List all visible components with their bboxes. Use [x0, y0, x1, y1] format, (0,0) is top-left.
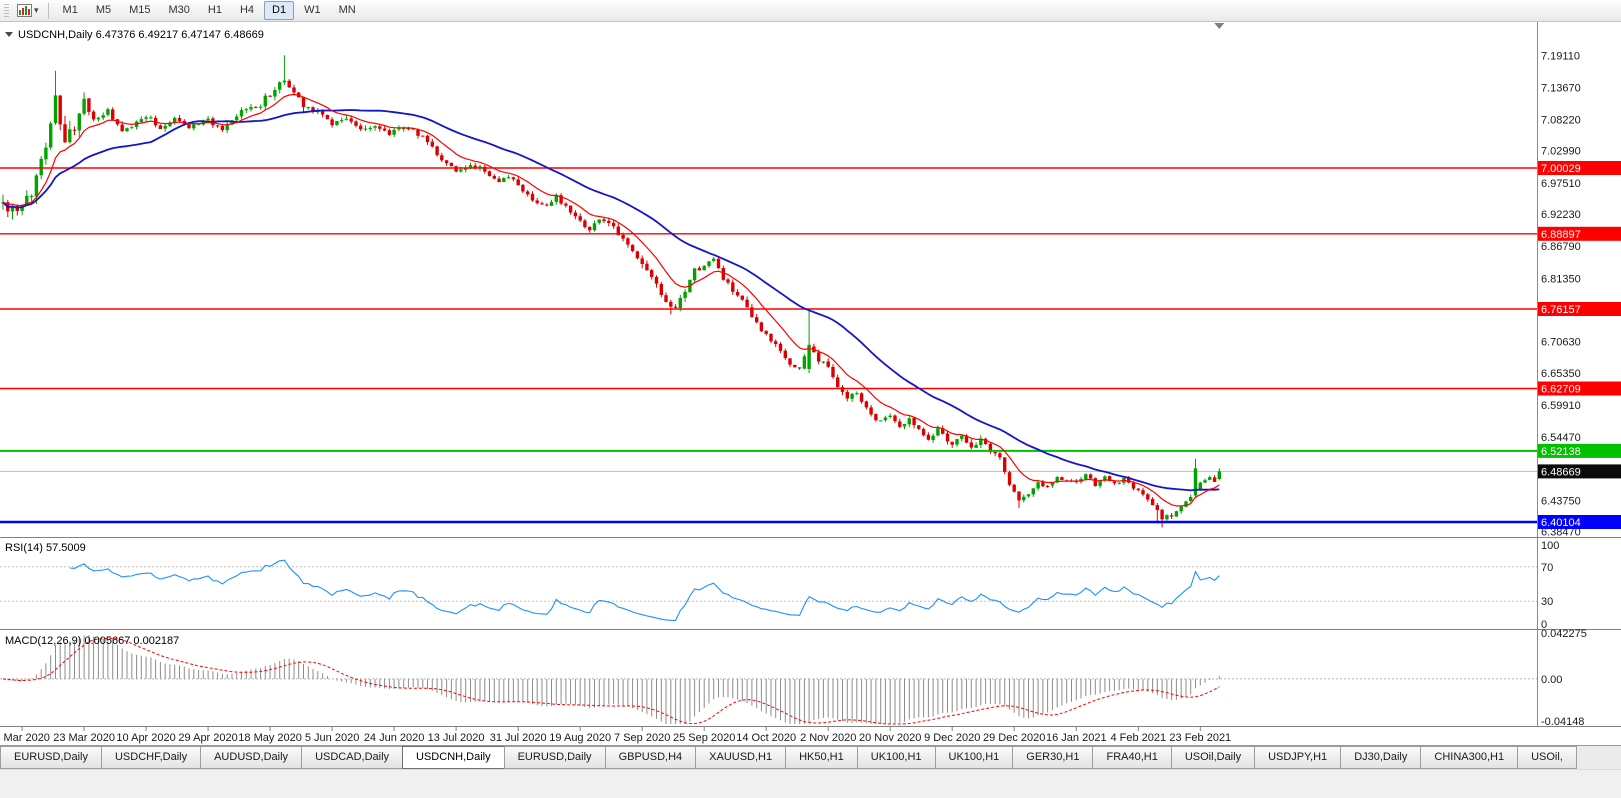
macd-axis-label: 0.042275	[1541, 628, 1587, 640]
time-axis-label: 4 Feb 2021	[1110, 732, 1166, 744]
chart-area[interactable]: USDCNH,Daily 6.47376 6.49217 6.47147 6.4…	[0, 22, 1621, 745]
chart-tab-hk50-h1[interactable]: HK50,H1	[785, 746, 858, 769]
macd-signal-line	[2, 637, 1220, 725]
chart-tabs: EURUSD,Daily USDCHF,Daily AUDUSD,Daily USDC…	[0, 745, 1621, 769]
timeframe-button-m1[interactable]: M1	[62, 4, 78, 16]
timeframe-button-d1[interactable]: D1	[264, 1, 295, 20]
price-chart[interactable]: USDCNH,Daily 6.47376 6.49217 6.47147 6.4…	[0, 22, 1621, 745]
time-axis-label: 20 Nov 2020	[859, 732, 921, 744]
rsi-label: RSI(14) 57.5009	[5, 542, 86, 554]
chart-tab-xauusd-h1[interactable]: XAUUSD,H1	[695, 746, 787, 769]
chart-tab-usoil[interactable]: USOil,	[1517, 746, 1577, 769]
rsi-line	[69, 559, 1220, 621]
time-axis-label: 9 Dec 2020	[924, 732, 980, 744]
price-level-label: 6.40104	[1541, 517, 1581, 529]
time-axis-label: 7 Sep 2020	[614, 732, 670, 744]
price-axis-label: 6.65350	[1541, 368, 1581, 380]
macd-axis-label: -0.04148	[1541, 716, 1584, 728]
price-axis-label: 6.59910	[1541, 400, 1581, 412]
price-axis-label: 7.13670	[1541, 82, 1581, 94]
time-axis-label: 18 May 2020	[238, 732, 302, 744]
chart-tab-eurusd-daily[interactable]: EURUSD,Daily	[0, 746, 102, 769]
chart-tab-usdcad-daily[interactable]: USDCAD,Daily	[301, 746, 404, 769]
time-axis-label: 5 Jun 2020	[305, 732, 359, 744]
chart-tab-gbpusd-h4[interactable]: GBPUSD,H4	[604, 746, 697, 769]
timeframe-button-h4[interactable]: H4	[239, 4, 255, 16]
price-level-label: 7.00029	[1541, 163, 1581, 175]
price-axis-label: 6.92230	[1541, 209, 1581, 221]
chevron-down-icon: ▾	[34, 5, 39, 15]
price-level-label: 6.88897	[1541, 229, 1581, 241]
price-axis-label: 6.81350	[1541, 273, 1581, 285]
price-level-label: 6.52138	[1541, 446, 1581, 458]
time-axis-label: 10 Apr 2020	[116, 732, 175, 744]
chart-tab-usdchf-daily[interactable]: USDCHF,Daily	[100, 746, 202, 769]
price-axis-label: 7.02990	[1541, 146, 1581, 158]
price-axis-label: 6.43750	[1541, 496, 1581, 508]
chart-tab-china300-h1[interactable]: CHINA300,H1	[1420, 746, 1519, 769]
chart-window-icon[interactable]: ▾	[13, 2, 43, 19]
time-axis-label: 16 Jan 2021	[1046, 732, 1107, 744]
price-axis-label: 6.70630	[1541, 337, 1581, 349]
toolbar-separator	[47, 2, 49, 19]
chart-title: USDCNH,Daily 6.47376 6.49217 6.47147 6.4…	[18, 29, 264, 41]
chart-tab-eurusd-daily[interactable]: EURUSD,Daily	[503, 746, 606, 769]
ma-slow-line	[2, 109, 1220, 492]
price-axis-label: 6.38470	[1541, 527, 1581, 539]
price-level-label: 6.62709	[1541, 384, 1581, 396]
chart-tab-uk100-h1[interactable]: UK100,H1	[934, 746, 1014, 769]
timeframe-button-mn[interactable]: MN	[338, 4, 356, 16]
time-axis-label: 31 Jul 2020	[490, 732, 547, 744]
time-axis-label: 29 Dec 2020	[983, 732, 1045, 744]
ohlc-toggle-icon	[5, 32, 13, 37]
macd-histogram	[7, 635, 1220, 724]
macd-label: MACD(12,26,9) 0.005667 0.002187	[5, 635, 179, 647]
candlestick-chart-icon	[17, 4, 32, 17]
chart-shift-marker	[1214, 23, 1225, 29]
chart-tab-usdcnh-daily[interactable]: USDCNH,Daily	[402, 746, 505, 769]
timeframe-button-h1[interactable]: H1	[207, 4, 222, 16]
chart-tab-usoil-daily[interactable]: USOil,Daily	[1170, 746, 1256, 769]
time-axis-label: 4 Mar 2020	[0, 732, 50, 744]
time-axis-label: 23 Feb 2021	[1169, 732, 1231, 744]
price-axis-label: 6.97510	[1541, 178, 1581, 190]
rsi-axis-label: 0	[1541, 619, 1547, 631]
chart-tab-dj30-daily[interactable]: DJ30,Daily	[1340, 746, 1422, 769]
price-axis-label: 6.86790	[1541, 241, 1581, 253]
rsi-axis-label: 70	[1541, 562, 1553, 574]
price-level-label: 6.76157	[1541, 304, 1581, 316]
time-axis-label: 14 Oct 2020	[736, 732, 796, 744]
time-axis-label: 29 Apr 2020	[178, 732, 237, 744]
toolbar-grip[interactable]	[4, 3, 9, 18]
timeframe-button-m30[interactable]: M30	[168, 4, 190, 16]
price-level-label: 6.48669	[1541, 466, 1581, 478]
chart-tab-audusd-daily[interactable]: AUDUSD,Daily	[200, 746, 303, 769]
rsi-axis-label: 100	[1541, 540, 1559, 552]
chart-tab-ger30-h1[interactable]: GER30,H1	[1012, 746, 1094, 769]
time-axis-label: 23 Mar 2020	[53, 732, 115, 744]
time-axis-label: 13 Jul 2020	[428, 732, 485, 744]
ma-fast-line	[2, 93, 1220, 507]
timeframe-button-m15[interactable]: M15	[129, 4, 151, 16]
price-axis-label: 6.54470	[1541, 432, 1581, 444]
time-axis-label: 24 Jun 2020	[364, 732, 425, 744]
time-axis-label: 19 Aug 2020	[549, 732, 611, 744]
macd-axis-label: 0.00	[1541, 674, 1562, 686]
price-axis-label: 7.19110	[1541, 50, 1580, 62]
timeframe-button-m5[interactable]: M5	[95, 4, 112, 16]
price-axis-label: 7.08220	[1541, 115, 1581, 127]
timeframe-button-w1[interactable]: W1	[304, 4, 321, 16]
timeframe-buttons: M1 M5 M15 M30 H1 H4 D1 W1 MN	[54, 1, 365, 20]
chart-tab-fra40-h1[interactable]: FRA40,H1	[1092, 746, 1172, 769]
timeframe-toolbar: ▾ M1 M5 M15 M30 H1 H4 D1 W1 MN	[0, 0, 1621, 22]
time-axis-label: 25 Sep 2020	[673, 732, 735, 744]
chart-tab-uk100-h1[interactable]: UK100,H1	[856, 746, 936, 769]
chart-tab-usdjpy-h1[interactable]: USDJPY,H1	[1254, 746, 1342, 769]
rsi-axis-label: 30	[1541, 596, 1553, 608]
time-axis-label: 2 Nov 2020	[800, 732, 856, 744]
status-bar	[0, 769, 1621, 798]
